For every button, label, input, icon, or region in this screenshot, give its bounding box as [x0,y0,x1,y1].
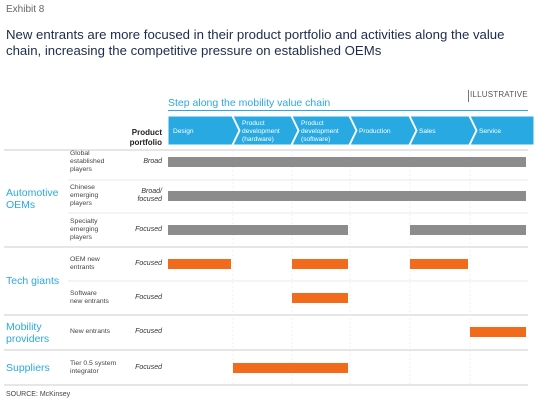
headline-line-2: chain, increasing the competitive pressu… [6,43,382,58]
group-label-4: Suppliers [6,362,50,374]
bar-row-3-segment-2 [410,225,526,235]
bar-row-4-segment-1 [168,259,231,269]
value-chain-underline [168,110,528,111]
row-name-3-line-2: emerging [70,226,99,233]
group-label-2: Tech giants [6,275,59,287]
row-name-7: Tier 0.5 system integrator [70,360,116,376]
row-name-2: Chinese emerging players [70,184,98,208]
chevron-5 [409,115,477,146]
row-name-6: New entrants [70,328,110,336]
product-portfolio-header-line-2: portfolio [129,138,162,147]
row-portfolio-1-line-1: Broad [143,157,162,165]
row-name-7-line-2: integrator [70,368,99,375]
chevron-6 [469,115,535,146]
bar-row-2-segment-1 [168,191,526,201]
product-portfolio-header-line-1: Product [131,128,162,137]
value-chain-title: Step along the mobility value chain [168,97,331,109]
group-label-4-line-1: Suppliers [6,361,50,374]
chevron-label-2-line-3: (hardware) [242,136,274,143]
row-name-4: OEM new entrants [70,256,100,272]
chevron-label-2-line-1: Product [242,120,265,127]
bar-row-7-segment-1 [233,363,348,373]
exhibit-label: Exhibit 8 [6,4,45,15]
row-portfolio-2-line-1: Broad/ [141,187,162,195]
row-name-1-line-1: Global [70,150,90,157]
bar-row-4-segment-2 [292,259,348,269]
chevron-1 [167,115,240,146]
illustrative-divider [468,90,469,102]
chevron-label-2-line-2: development [242,128,280,135]
group-label-1: Automotive OEMs [6,187,59,211]
chevron-4 [349,115,417,146]
bar-row-1-segment-1 [168,157,526,167]
headline-line-1: New entrants are more focused in their p… [6,27,505,42]
row-name-5-line-2: new entrants [70,298,109,305]
chevron-label-4-line-1: Production [359,128,391,135]
row-name-5: Software new entrants [70,290,109,306]
chevron-label-1-line-1: Design [173,128,194,135]
row-name-1-line-3: players [70,166,92,173]
source-note: SOURCE: McKinsey [6,391,71,398]
row-portfolio-4-line-1: Focused [135,259,162,267]
chevron-label-3-line-3: (software) [301,136,330,143]
row-name-3-line-3: players [70,234,92,241]
row-portfolio-2: Broad/focused [110,188,162,205]
row-name-4-line-1: OEM new [70,256,100,263]
row-name-1-line-2: established [70,158,105,165]
chevron-label-3-line-1: Product [301,120,324,127]
row-portfolio-3: Focused [110,226,162,235]
row-portfolio-6: Focused [110,328,162,337]
row-portfolio-5: Focused [110,294,162,303]
row-portfolio-3-line-1: Focused [135,225,162,233]
row-portfolio-5-line-1: Focused [135,293,162,301]
row-name-2-line-2: emerging [70,192,99,199]
illustrative-tag: ILLUSTRATIVE [470,90,528,99]
row-name-5-line-1: Software [70,290,97,297]
row-portfolio-2-line-2: focused [137,196,162,203]
group-label-1-line-1: Automotive [6,186,59,199]
row-name-1: Global established players [70,150,104,174]
chevron-2 [232,115,299,146]
group-label-1-line-2: OEMs [6,198,36,211]
row-portfolio-7: Focused [110,364,162,373]
row-portfolio-4: Focused [110,260,162,269]
row-name-3: Specialty emerging players [70,218,98,242]
bar-row-4-segment-3 [410,259,468,269]
chevron-3 [291,115,357,146]
row-name-7-line-1: Tier 0.5 system [70,360,117,367]
row-name-4-line-2: entrants [70,264,95,271]
bar-row-6-segment-1 [470,327,526,337]
bar-row-3-segment-1 [168,225,348,235]
row-name-2-line-1: Chinese [70,184,95,191]
chevron-label-6-line-1: Service [479,128,501,135]
bar-row-5-segment-1 [292,293,348,303]
row-name-2-line-3: players [70,200,92,207]
group-label-3-line-1: Mobility [6,320,42,333]
chevron-label-5-line-1: Sales [419,128,436,135]
row-portfolio-1: Broad [110,158,162,167]
product-portfolio-header: Product portfolio [120,128,162,148]
headline: New entrants are more focused in their p… [6,27,541,59]
chevron-label-3-line-2: development [301,128,339,135]
row-name-6-line-1: New entrants [70,328,111,335]
group-label-2-line-1: Tech giants [6,275,60,287]
row-portfolio-6-line-1: Focused [135,327,162,335]
group-label-3-line-2: providers [6,332,50,345]
row-name-3-line-1: Specialty [70,218,98,225]
row-portfolio-7-line-1: Focused [135,363,162,371]
group-label-3: Mobility providers [6,321,49,345]
